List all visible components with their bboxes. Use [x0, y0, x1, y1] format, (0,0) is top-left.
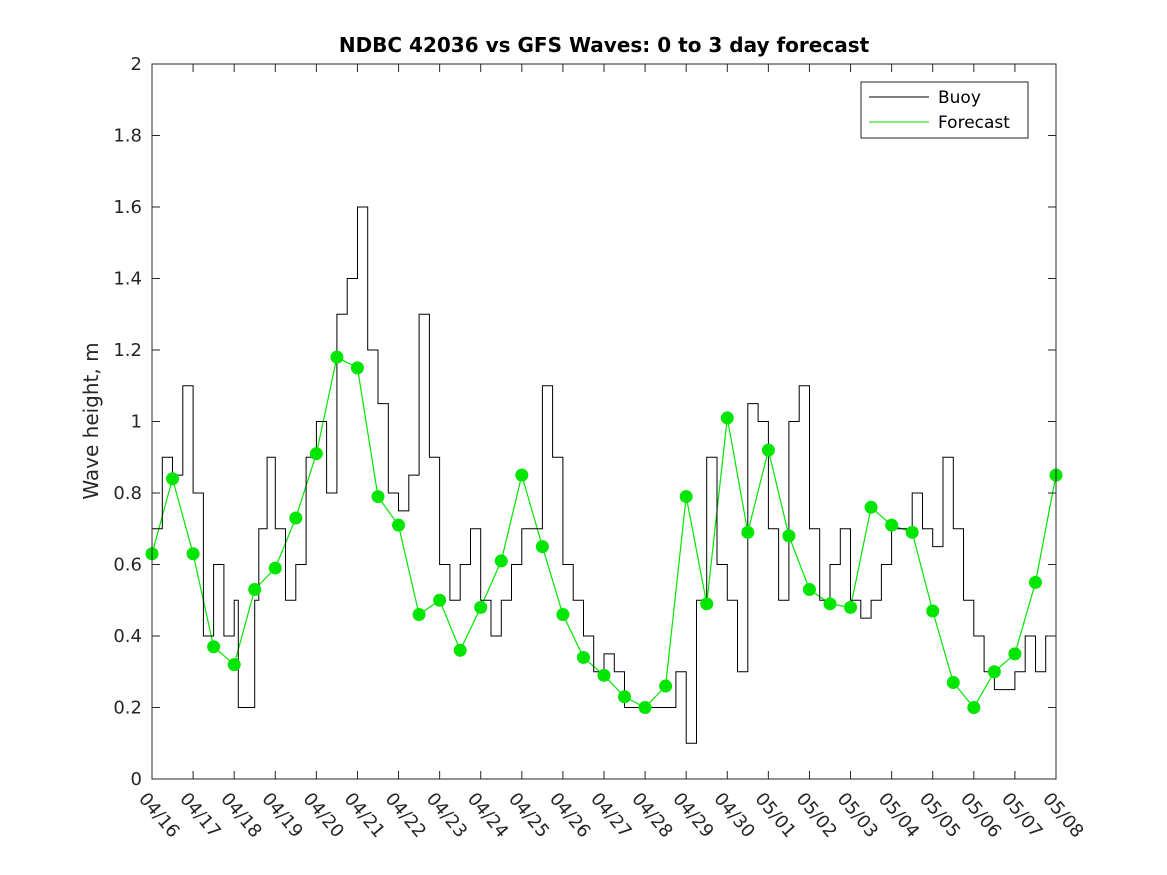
y-tick-label: 1.6 [113, 197, 142, 218]
forecast-point [350, 361, 364, 375]
forecast-point [433, 593, 447, 607]
legend: Buoy Forecast [860, 81, 1029, 139]
x-tick-label: 04/30 [709, 789, 758, 842]
forecast-point [597, 668, 611, 682]
forecast-point [802, 583, 816, 597]
forecast-point [659, 679, 673, 693]
x-tick-label: 05/05 [915, 789, 964, 842]
forecast-point [741, 525, 755, 539]
y-tick-label: 1 [131, 412, 142, 433]
legend-forecast-label: Forecast [938, 113, 1010, 133]
y-axis-label: Wave height, m [79, 342, 103, 499]
y-tick-label: 0.8 [113, 483, 142, 504]
legend-buoy-label: Buoy [938, 88, 981, 108]
chart-title: NDBC 42036 vs GFS Waves: 0 to 3 day fore… [339, 33, 870, 57]
forecast-point [987, 665, 1001, 679]
x-tick-label: 04/18 [216, 789, 265, 842]
forecast-point [720, 411, 734, 425]
x-tick-label: 04/27 [586, 789, 635, 842]
y-tick-label: 0.2 [113, 698, 142, 719]
x-tick-label: 04/19 [257, 789, 306, 842]
x-tick-label: 05/03 [833, 789, 882, 842]
forecast-point [946, 675, 960, 689]
y-tick-label: 0.6 [113, 555, 142, 576]
forecast-point [248, 583, 262, 597]
y-tick-label: 2 [131, 54, 142, 75]
forecast-point [515, 468, 529, 482]
y-axis: 0 0.2 0.4 0.6 0.8 1 1.2 1.4 1.6 1.8 2 [113, 54, 1056, 790]
forecast-point [166, 472, 180, 486]
x-tick-label: 04/16 [134, 789, 183, 842]
x-tick-label: 04/24 [463, 789, 512, 842]
forecast-point [926, 604, 940, 618]
forecast-point [618, 690, 632, 704]
x-tick-label: 05/02 [792, 789, 841, 842]
x-tick-label: 04/17 [175, 789, 224, 842]
forecast-point [494, 554, 508, 568]
forecast-point [967, 701, 981, 714]
x-tick-label: 05/04 [874, 789, 923, 842]
x-tick-label: 04/26 [545, 789, 594, 842]
forecast-point [782, 529, 796, 543]
x-tick-label: 05/07 [997, 789, 1046, 842]
forecast-point [844, 600, 858, 614]
x-tick-label: 05/06 [956, 789, 1005, 842]
x-tick-label: 04/23 [422, 789, 471, 842]
y-tick-label: 0 [131, 769, 142, 790]
forecast-point [1028, 575, 1042, 589]
x-tick-label: 05/08 [1038, 789, 1087, 842]
forecast-point [700, 597, 714, 611]
forecast-point [535, 540, 549, 554]
x-tick-label: 04/29 [668, 789, 717, 842]
x-tick-label: 04/25 [504, 789, 553, 842]
forecast-point [576, 650, 590, 664]
buoy-line [152, 206, 1057, 744]
x-tick-label: 04/20 [299, 789, 348, 842]
x-tick-label: 04/22 [381, 789, 430, 842]
y-tick-label: 1.4 [113, 269, 142, 290]
forecast-point [864, 500, 878, 514]
legend-box [860, 81, 1029, 139]
forecast-point [761, 443, 775, 457]
forecast-point [309, 447, 323, 461]
y-tick-label: 1.2 [113, 340, 142, 361]
forecast-point [227, 658, 241, 672]
forecast-point [268, 561, 282, 575]
forecast-point [823, 597, 837, 611]
forecast-point [371, 490, 385, 504]
forecast-point [289, 511, 303, 525]
forecast-point [556, 608, 570, 622]
forecast-point [412, 608, 426, 622]
forecast-point [186, 547, 200, 561]
forecast-point [330, 350, 344, 364]
forecast-point [885, 518, 899, 532]
x-tick-label: 04/21 [340, 789, 389, 842]
forecast-point [1008, 647, 1022, 661]
forecast-point [453, 643, 467, 657]
x-tick-label: 04/28 [627, 789, 676, 842]
x-tick-label: 05/01 [751, 789, 800, 842]
forecast-point [392, 518, 406, 532]
forecast-point [905, 525, 919, 539]
forecast-point [474, 600, 488, 614]
forecast-point [207, 640, 221, 654]
y-tick-label: 1.8 [113, 126, 142, 147]
y-tick-label: 0.4 [113, 626, 142, 647]
forecast-point [679, 490, 693, 504]
forecast-point [638, 701, 652, 714]
